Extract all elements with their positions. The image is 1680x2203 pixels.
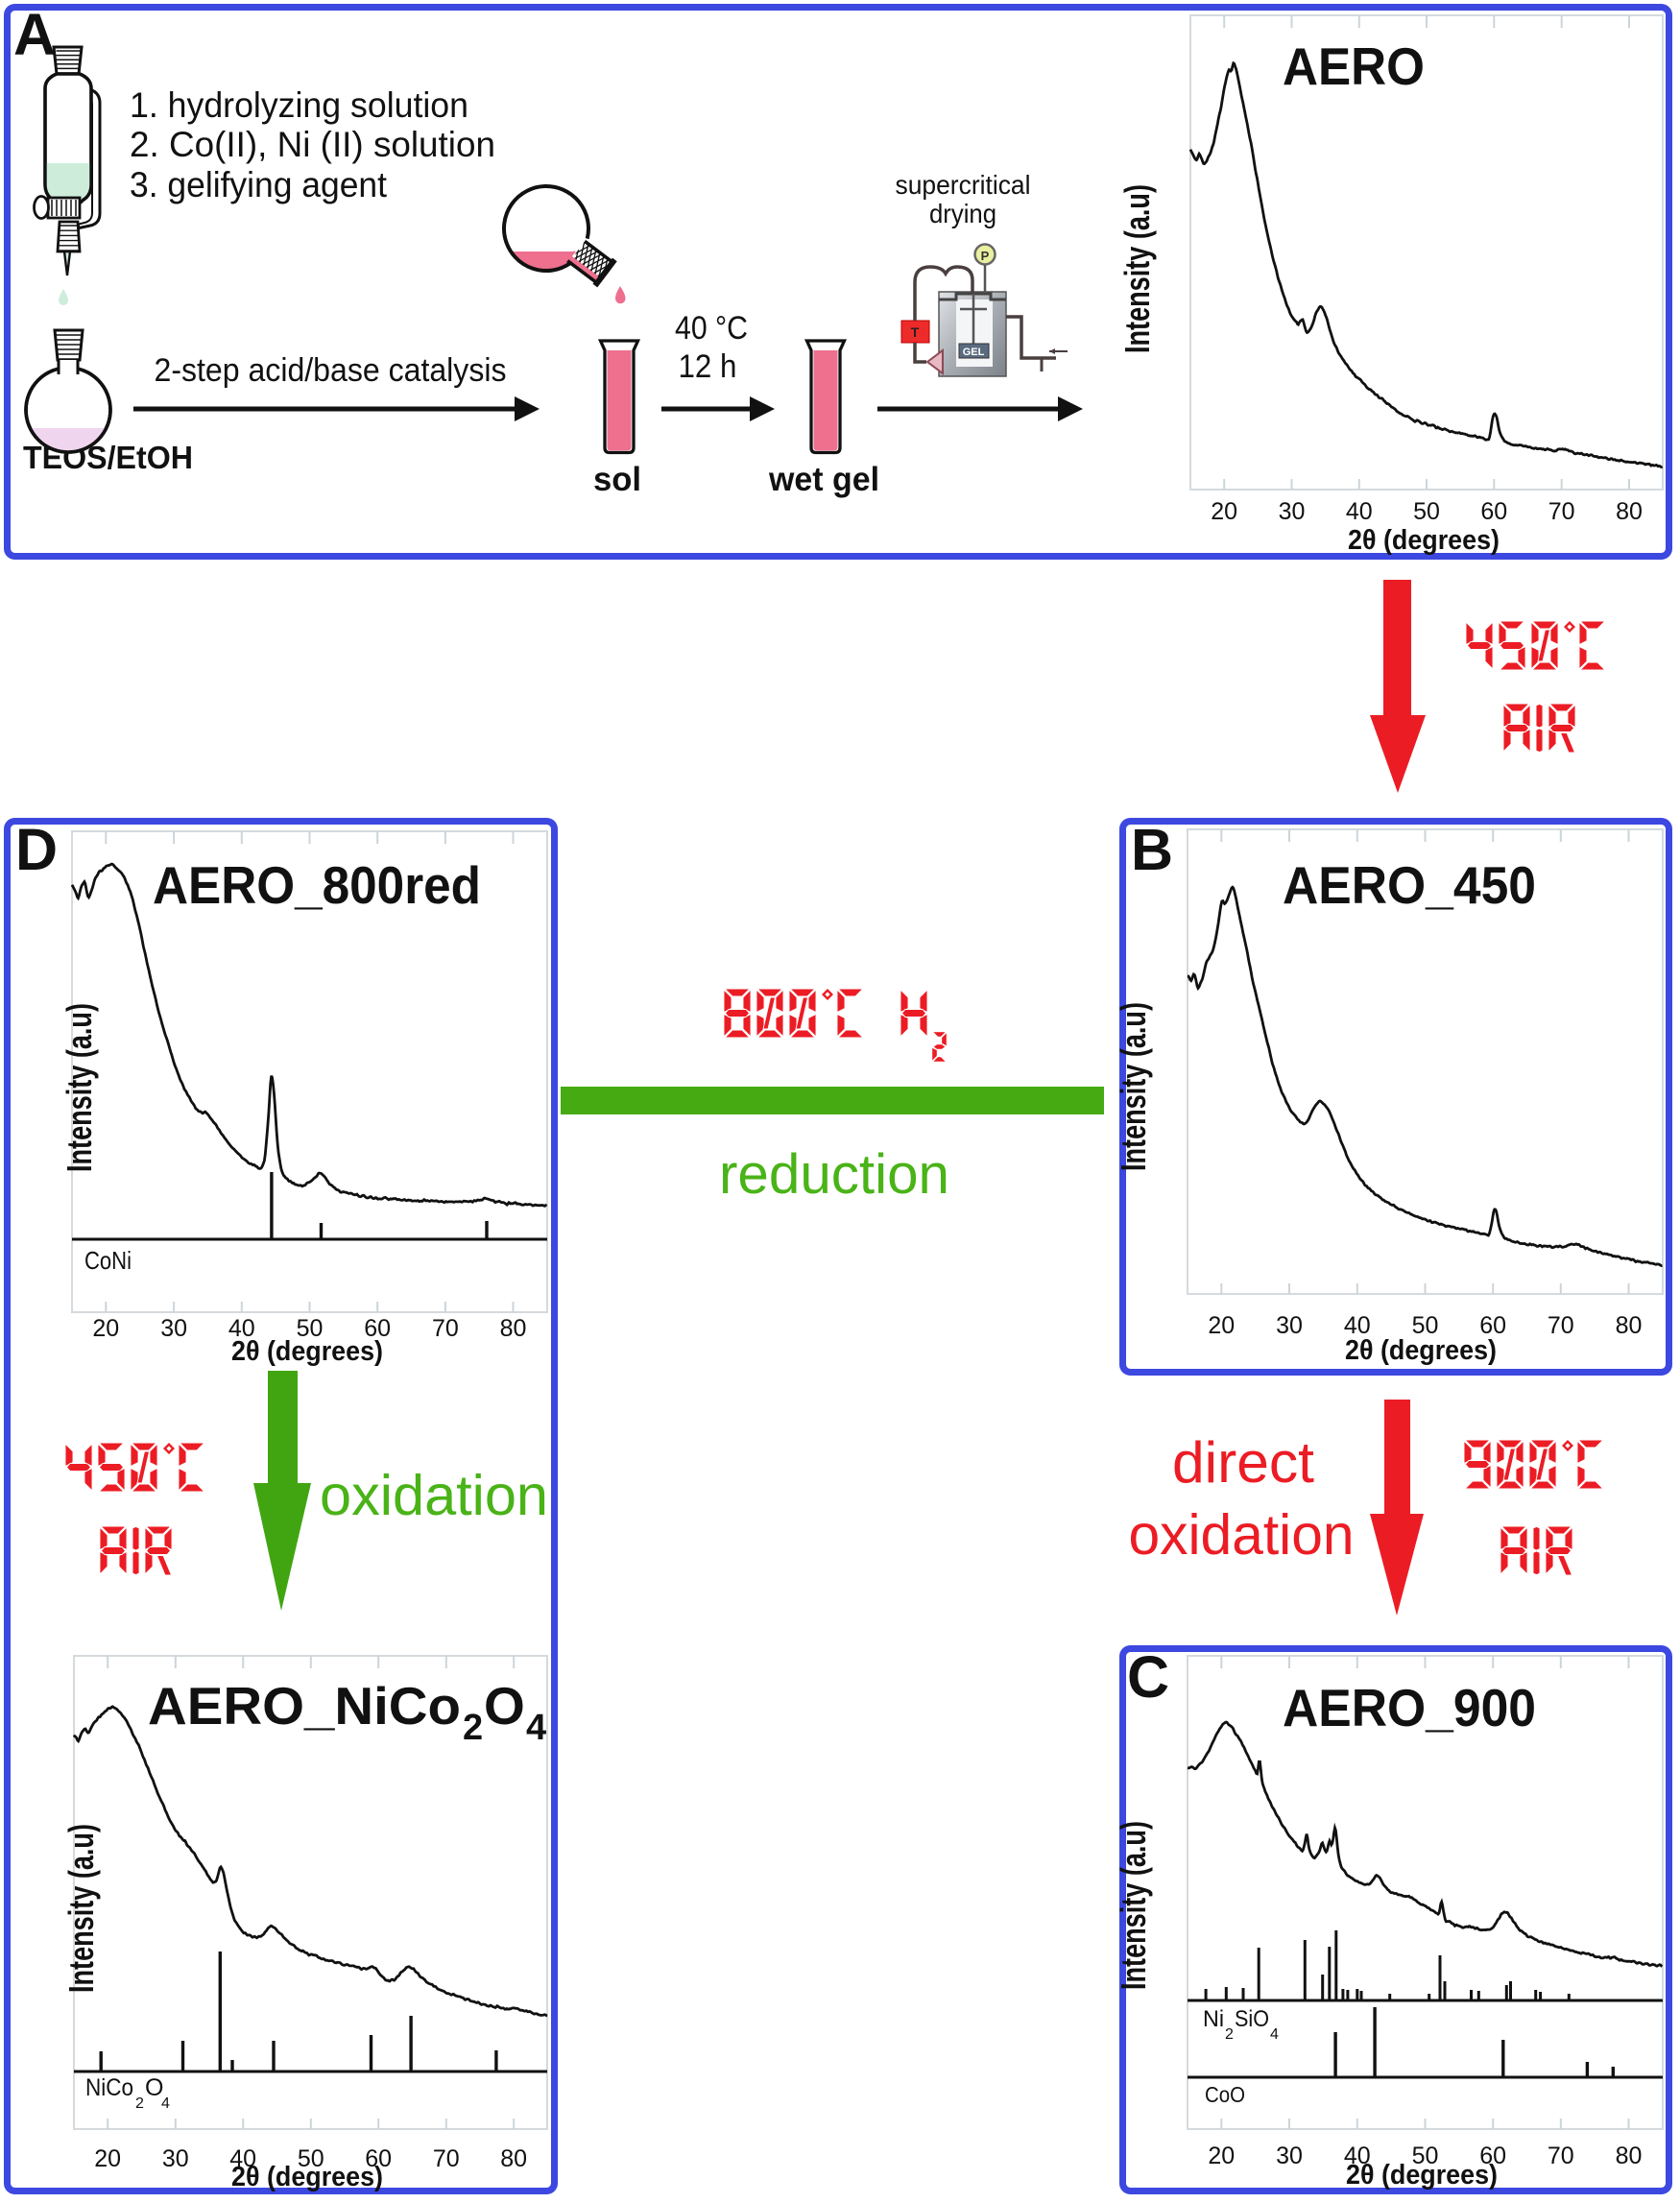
svg-text:O: O xyxy=(484,1676,525,1736)
svg-text:AERO_NiCo: AERO_NiCo xyxy=(148,1676,461,1736)
svg-text:SiO: SiO xyxy=(1235,2006,1269,2032)
svg-text:40: 40 xyxy=(1344,2143,1371,2169)
svg-text:P: P xyxy=(981,249,990,263)
svg-text:50: 50 xyxy=(298,2145,324,2172)
svg-text:70: 70 xyxy=(1548,2143,1574,2169)
svg-text:40: 40 xyxy=(1344,1312,1371,1339)
svg-text:Intensity (a.u): Intensity (a.u) xyxy=(1114,1002,1153,1171)
svg-text:30: 30 xyxy=(160,1315,187,1342)
svg-text:70: 70 xyxy=(1548,498,1575,525)
svg-text:Intensity (a.u): Intensity (a.u) xyxy=(1117,184,1157,353)
svg-text:1. hydrolyzing solution: 1. hydrolyzing solution xyxy=(130,85,468,125)
svg-text:sol: sol xyxy=(593,461,641,498)
svg-text:40: 40 xyxy=(1346,498,1373,525)
svg-text:50: 50 xyxy=(1413,498,1440,525)
svg-text:2: 2 xyxy=(463,1708,483,1748)
svg-text:oxidation: oxidation xyxy=(1129,1503,1355,1567)
svg-text:C: C xyxy=(1127,1644,1169,1710)
svg-text:Intensity (a.u): Intensity (a.u) xyxy=(61,1824,101,1993)
svg-text:Ni: Ni xyxy=(1203,2006,1224,2032)
svg-text:T: T xyxy=(911,324,920,340)
svg-text:AERO_800red: AERO_800red xyxy=(153,855,481,915)
svg-text:4: 4 xyxy=(526,1708,546,1748)
svg-text:40: 40 xyxy=(228,1315,255,1342)
svg-text:CoNi: CoNi xyxy=(84,1246,132,1275)
svg-text:2-step acid/base catalysis: 2-step acid/base catalysis xyxy=(155,352,507,389)
svg-text:Intensity (a.u): Intensity (a.u) xyxy=(1114,1821,1153,1990)
svg-text:reduction: reduction xyxy=(719,1143,949,1206)
svg-text:80: 80 xyxy=(1616,498,1643,525)
svg-text:20: 20 xyxy=(1211,498,1237,525)
svg-text:Intensity (a.u): Intensity (a.u) xyxy=(60,1003,99,1172)
svg-text:70: 70 xyxy=(433,2145,460,2172)
svg-text:supercritical: supercritical xyxy=(896,170,1031,200)
svg-text:30: 30 xyxy=(1276,2143,1303,2169)
svg-text:20: 20 xyxy=(94,2145,121,2172)
svg-text:direct: direct xyxy=(1172,1430,1314,1495)
svg-text:NiCo: NiCo xyxy=(85,2074,133,2101)
svg-text:20: 20 xyxy=(1208,2143,1235,2169)
svg-text:20: 20 xyxy=(1208,1312,1235,1339)
svg-text:80: 80 xyxy=(1616,1312,1643,1339)
svg-text:2θ (degrees): 2θ (degrees) xyxy=(1346,2160,1498,2191)
svg-text:4: 4 xyxy=(161,2095,170,2112)
svg-text:60: 60 xyxy=(365,2145,392,2172)
svg-text:2θ (degrees): 2θ (degrees) xyxy=(231,2162,383,2192)
svg-text:O: O xyxy=(145,2074,163,2101)
svg-text:AERO: AERO xyxy=(1283,36,1425,96)
svg-text:60: 60 xyxy=(1479,2143,1506,2169)
svg-text:60: 60 xyxy=(1479,1312,1506,1339)
svg-text:B: B xyxy=(1131,817,1173,882)
svg-text:30: 30 xyxy=(1279,498,1306,525)
svg-text:2. Co(II), Ni (II) solution: 2. Co(II), Ni (II) solution xyxy=(130,125,495,164)
svg-text:2θ (degrees): 2θ (degrees) xyxy=(231,1336,383,1367)
svg-text:70: 70 xyxy=(432,1315,459,1342)
svg-text:CoO: CoO xyxy=(1205,2082,1245,2107)
svg-text:AERO_900: AERO_900 xyxy=(1283,1678,1536,1737)
svg-text:50: 50 xyxy=(1412,1312,1439,1339)
svg-text:4: 4 xyxy=(1270,2026,1279,2043)
svg-text:2: 2 xyxy=(135,2095,144,2112)
svg-text:40: 40 xyxy=(229,2145,256,2172)
svg-text:2: 2 xyxy=(1225,2026,1234,2043)
svg-text:40 °C: 40 °C xyxy=(675,310,748,347)
svg-text:wet gel: wet gel xyxy=(768,461,879,498)
svg-text:12 h: 12 h xyxy=(679,348,737,385)
svg-text:drying: drying xyxy=(929,199,996,228)
svg-text:80: 80 xyxy=(1616,2143,1643,2169)
svg-text:80: 80 xyxy=(500,1315,527,1342)
svg-text:50: 50 xyxy=(1412,2143,1439,2169)
svg-text:50: 50 xyxy=(297,1315,324,1342)
svg-text:oxidation: oxidation xyxy=(320,1464,548,1527)
svg-text:AERO_450: AERO_450 xyxy=(1283,855,1536,915)
svg-text:20: 20 xyxy=(92,1315,119,1342)
svg-text:60: 60 xyxy=(364,1315,391,1342)
svg-text:60: 60 xyxy=(1480,498,1507,525)
svg-text:3. gelifying agent: 3. gelifying agent xyxy=(130,165,388,204)
svg-text:D: D xyxy=(15,817,58,882)
svg-text:2θ (degrees): 2θ (degrees) xyxy=(1348,525,1500,556)
svg-text:A: A xyxy=(13,2,56,67)
svg-text:GEL: GEL xyxy=(963,347,985,358)
svg-text:30: 30 xyxy=(1276,1312,1303,1339)
svg-text:2θ (degrees): 2θ (degrees) xyxy=(1345,1335,1497,1366)
svg-text:30: 30 xyxy=(162,2145,189,2172)
svg-text:70: 70 xyxy=(1548,1312,1574,1339)
svg-text:80: 80 xyxy=(500,2145,527,2172)
